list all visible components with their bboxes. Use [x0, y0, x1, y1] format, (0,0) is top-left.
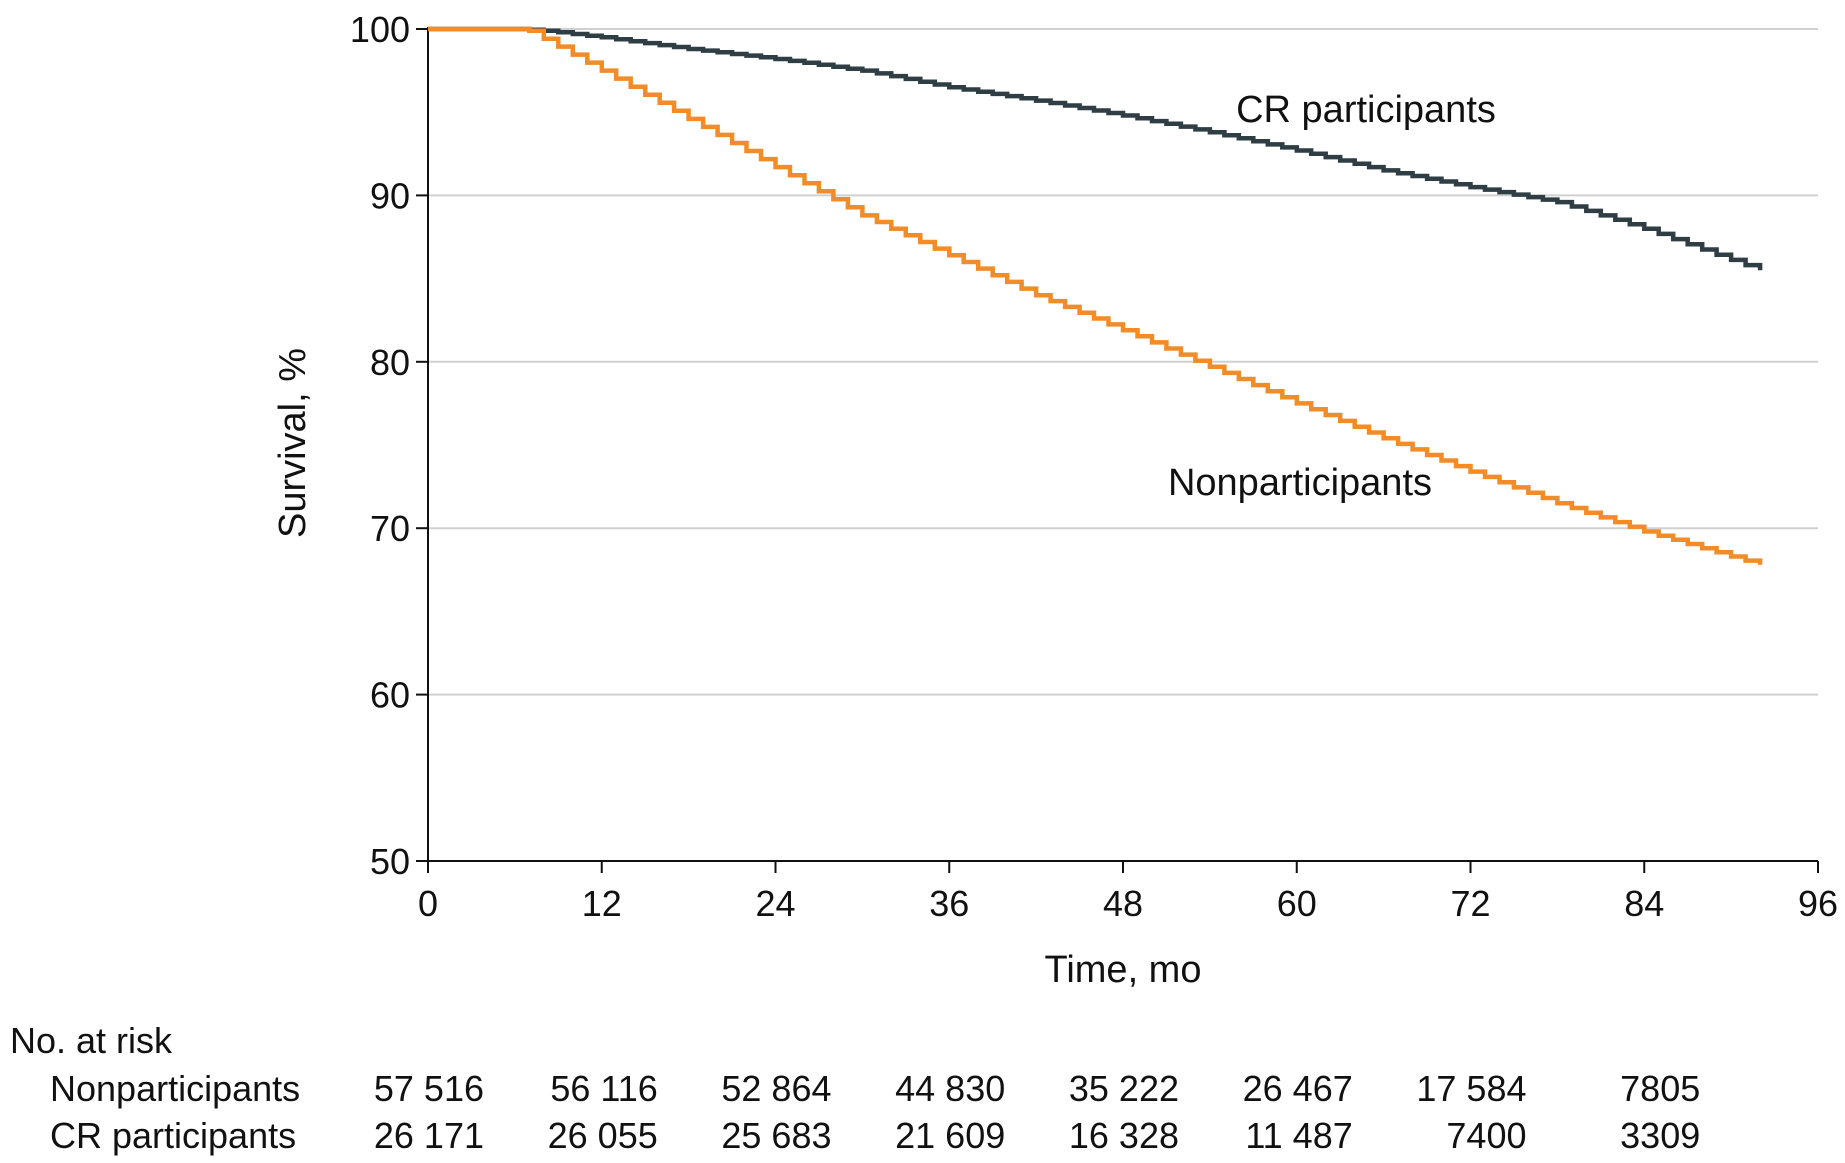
x-tick-label: 72 [1450, 883, 1490, 924]
x-tick-label: 0 [418, 883, 438, 924]
axes: 50 60 70 80 90 100 0 12 24 36 48 60 72 84 96 [350, 9, 1838, 924]
at-risk-value: 52 864 [721, 1068, 831, 1109]
at-risk-value: 7400 [1446, 1115, 1526, 1156]
y-tick-label: 50 [370, 841, 410, 882]
at-risk-value: 7805 [1620, 1068, 1700, 1109]
y-tick-label: 90 [370, 175, 410, 216]
at-risk-value: 56 116 [550, 1068, 657, 1109]
at-risk-value: 17 584 [1416, 1068, 1526, 1109]
at-risk-table: No. at risk Nonparticipants CR participa… [10, 1020, 1700, 1156]
at-risk-value: 3309 [1620, 1115, 1700, 1156]
x-tick-label: 84 [1624, 883, 1664, 924]
x-tick-label: 48 [1103, 883, 1143, 924]
series-line-cr-participants [428, 26, 1763, 271]
at-risk-value: 11 487 [1245, 1115, 1352, 1156]
y-tick-label: 80 [370, 342, 410, 383]
x-tick-label: 60 [1277, 883, 1317, 924]
at-risk-title: No. at risk [10, 1020, 173, 1061]
at-risk-value: 16 328 [1069, 1115, 1179, 1156]
series-label-nonparticipants: Nonparticipants [1168, 462, 1432, 504]
y-tick-label: 60 [370, 675, 410, 716]
at-risk-value: 25 683 [721, 1115, 831, 1156]
at-risk-value: 57 516 [374, 1068, 484, 1109]
x-axis-title: Time, mo [1045, 949, 1202, 991]
labels: Survival, % Time, mo CR participants Non… [272, 89, 1496, 991]
at-risk-row-label-cr-participants: CR participants [50, 1115, 296, 1156]
at-risk-value: 26 171 [374, 1115, 484, 1156]
series-label-cr-participants: CR participants [1236, 89, 1496, 131]
x-tick-label: 96 [1798, 883, 1838, 924]
at-risk-value: 26 467 [1243, 1068, 1353, 1109]
at-risk-value: 26 055 [548, 1115, 658, 1156]
at-risk-value: 21 609 [895, 1115, 1005, 1156]
x-tick-label: 36 [929, 883, 969, 924]
x-tick-label: 12 [582, 883, 622, 924]
y-tick-label: 100 [350, 9, 410, 50]
at-risk-value: 44 830 [895, 1068, 1005, 1109]
at-risk-value: 35 222 [1069, 1068, 1179, 1109]
y-tick-label: 70 [370, 508, 410, 549]
series-line-nonparticipants [428, 26, 1763, 565]
series-lines [428, 26, 1763, 565]
x-tick-label: 24 [755, 883, 795, 924]
at-risk-row-label-nonparticipants: Nonparticipants [50, 1068, 300, 1109]
y-axis-title: Survival, % [272, 348, 314, 538]
gridlines [428, 28, 1818, 696]
